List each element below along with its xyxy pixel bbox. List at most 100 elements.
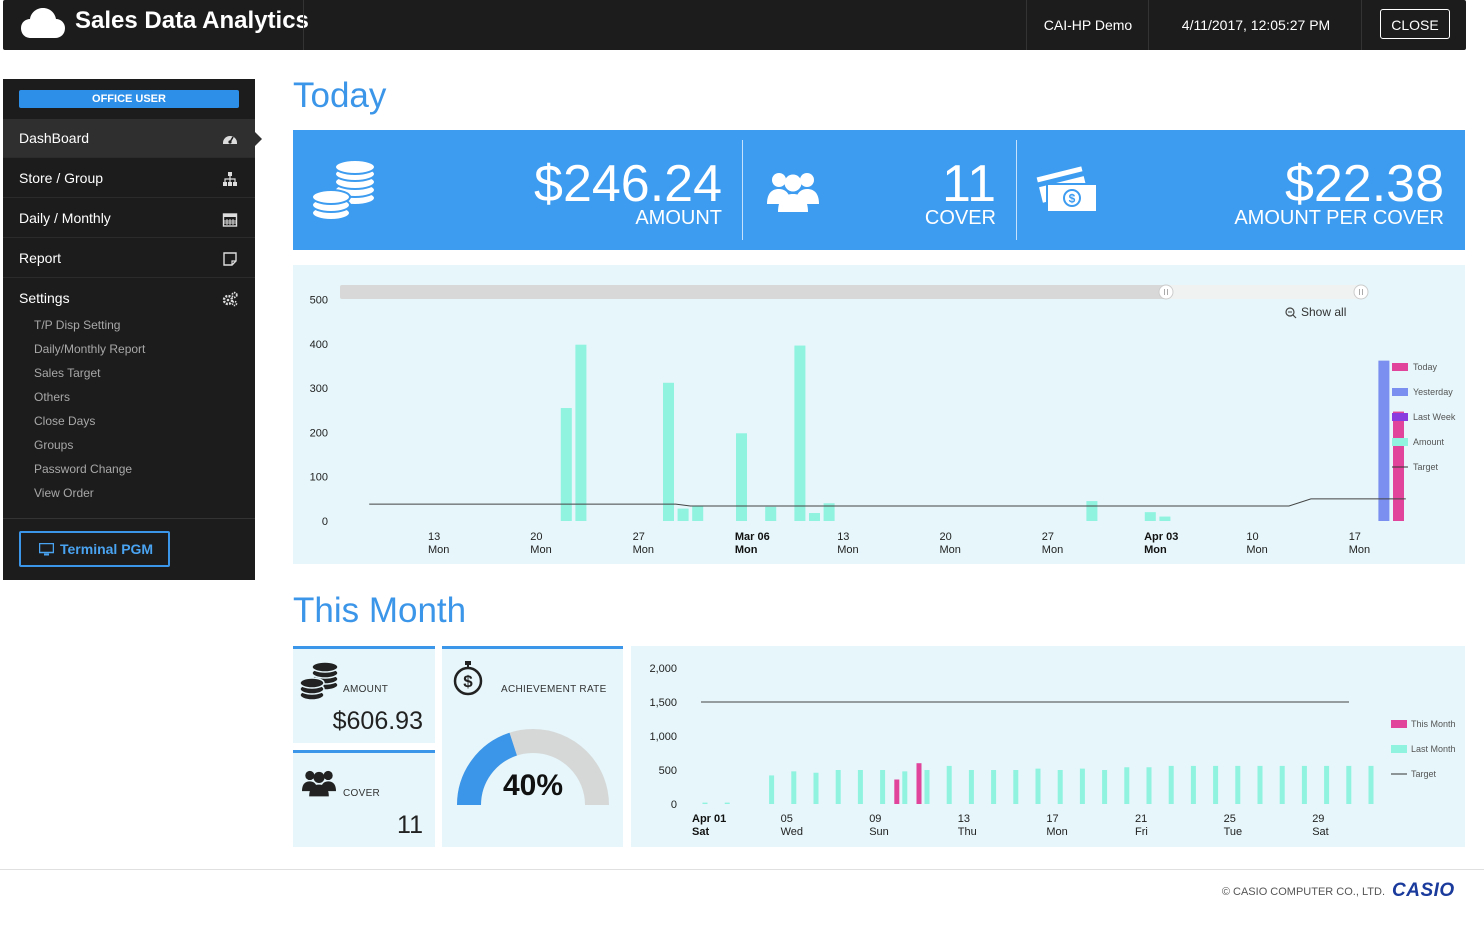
amount-bar[interactable] (823, 503, 835, 521)
amount-bar[interactable] (809, 513, 820, 521)
legend-label[interactable]: Target (1413, 462, 1439, 472)
amount-bar[interactable] (794, 345, 806, 521)
last-month-bar[interactable] (835, 770, 841, 804)
legend-swatch (1392, 363, 1408, 371)
summary-divider (742, 140, 743, 240)
legend-label[interactable]: Target (1411, 769, 1437, 779)
last-month-bar[interactable] (1035, 768, 1041, 804)
last-month-bar[interactable] (902, 771, 908, 804)
x-tick-label: Apr 03 (1144, 531, 1178, 543)
amount-bar[interactable] (575, 344, 587, 521)
settings-subitem-view-order[interactable]: View Order (34, 486, 94, 500)
settings-subitem-tp-disp[interactable]: T/P Disp Setting (34, 318, 121, 332)
x-tick-label: 10 (1246, 531, 1258, 543)
legend-label[interactable]: This Month (1411, 719, 1456, 729)
last-month-bar[interactable] (1190, 765, 1196, 804)
last-month-bar[interactable] (791, 771, 797, 804)
amount-bar[interactable] (765, 506, 777, 521)
last-month-bar[interactable] (1102, 770, 1108, 804)
legend-label[interactable]: Last Week (1413, 412, 1456, 422)
money-cards-icon: $ (1035, 164, 1098, 213)
legend-label[interactable]: Today (1413, 362, 1438, 372)
last-month-bar[interactable] (1368, 765, 1374, 804)
this-month-bar[interactable] (894, 779, 900, 804)
last-month-bar[interactable] (946, 765, 952, 804)
last-month-bar[interactable] (1079, 768, 1085, 804)
amount-bar[interactable] (1159, 516, 1171, 521)
copyright-text: © CASIO COMPUTER CO., LTD. (1221, 886, 1385, 898)
settings-subitem-sales-target[interactable]: Sales Target (34, 366, 101, 380)
today-cover-label: COVER (924, 207, 996, 229)
terminal-pgm-button[interactable]: Terminal PGM (19, 531, 170, 567)
amount-bar[interactable] (560, 408, 572, 521)
settings-subitem-others[interactable]: Others (34, 390, 71, 404)
last-month-bar[interactable] (724, 802, 730, 804)
last-month-bar[interactable] (991, 770, 997, 804)
x-tick-label: 13 (837, 531, 849, 543)
amount-bar[interactable] (736, 433, 747, 521)
last-month-bar[interactable] (880, 770, 886, 804)
amount-bar[interactable] (1086, 501, 1098, 521)
zoom-handle-left[interactable] (1158, 284, 1174, 300)
yesterday-bar[interactable] (1378, 360, 1390, 521)
current-datetime: 4/11/2017, 12:05:27 PM (1181, 17, 1331, 33)
x-tick-label: 13 (428, 531, 440, 543)
header-divider (1148, 0, 1149, 50)
last-month-bar[interactable] (769, 775, 775, 804)
last-month-bar[interactable] (1057, 770, 1063, 804)
last-month-bar[interactable] (1124, 767, 1130, 804)
last-month-bar[interactable] (857, 770, 863, 804)
sitemap-icon (223, 172, 237, 186)
sidebar-item-label: DashBoard (19, 130, 90, 146)
settings-subitem-close-days[interactable]: Close Days (34, 414, 96, 428)
report-icon (223, 252, 237, 266)
last-month-bar[interactable] (1146, 767, 1152, 804)
legend-label[interactable]: Last Month (1411, 744, 1456, 754)
x-tick-label: Mon (530, 544, 551, 556)
last-month-bar[interactable] (1013, 770, 1019, 804)
stopwatch-dollar-icon: $ (453, 661, 483, 696)
settings-subitem-password-change[interactable]: Password Change (34, 462, 133, 476)
amount-bar[interactable] (1144, 512, 1156, 521)
y-tick-label: 300 (310, 383, 328, 395)
sidebar-item-settings[interactable]: Settings (3, 279, 255, 318)
legend-label[interactable]: Amount (1413, 437, 1445, 447)
last-month-bar[interactable] (813, 772, 819, 804)
show-all-button[interactable]: Show all (1285, 305, 1346, 319)
last-month-bar[interactable] (702, 802, 708, 804)
this-month-bar[interactable] (916, 763, 922, 804)
last-month-bar[interactable] (968, 770, 974, 804)
last-month-bar[interactable] (1324, 765, 1330, 804)
amount-bar[interactable] (663, 382, 674, 521)
settings-subitem-daily-monthly-report[interactable]: Daily/Monthly Report (34, 342, 146, 356)
last-month-bar[interactable] (1346, 765, 1352, 804)
last-month-bar[interactable] (1279, 765, 1285, 804)
today-chart-panel: Show all 0 100 200 300 400 500 13 Mon 20 Mon 27 Mo… (293, 265, 1465, 564)
sidebar-item-store-group[interactable]: Store / Group (3, 159, 255, 198)
amount-bar[interactable] (692, 505, 704, 521)
legend-label[interactable]: Yesterday (1413, 387, 1453, 397)
amount-bar[interactable] (677, 508, 689, 521)
last-month-bar[interactable] (1168, 765, 1174, 804)
zoom-scroll-range[interactable] (340, 285, 1166, 299)
close-button[interactable]: CLOSE (1380, 9, 1450, 39)
sidebar-item-daily-monthly[interactable]: Daily / Monthly (3, 199, 255, 238)
sidebar-item-dashboard[interactable]: DashBoard (3, 119, 255, 158)
last-month-bar[interactable] (1235, 765, 1241, 804)
x-tick-label: 13 (958, 813, 970, 825)
legend-swatch (1392, 413, 1408, 421)
legend-swatch (1392, 388, 1408, 396)
last-month-bar[interactable] (1257, 765, 1263, 804)
x-tick-label: Mon (940, 544, 961, 556)
zoom-handle-right[interactable] (1353, 284, 1369, 300)
today-bar[interactable] (1393, 411, 1404, 521)
settings-subitem-groups[interactable]: Groups (34, 438, 74, 452)
last-month-bar[interactable] (1301, 765, 1307, 804)
today-amount-label: AMOUNT (635, 207, 722, 229)
last-month-bar[interactable] (1213, 765, 1219, 804)
x-tick-label: 05 (781, 813, 793, 825)
sidebar-item-report[interactable]: Report (3, 239, 255, 278)
x-tick-label: Mon (735, 544, 758, 556)
last-month-bar[interactable] (924, 770, 930, 804)
